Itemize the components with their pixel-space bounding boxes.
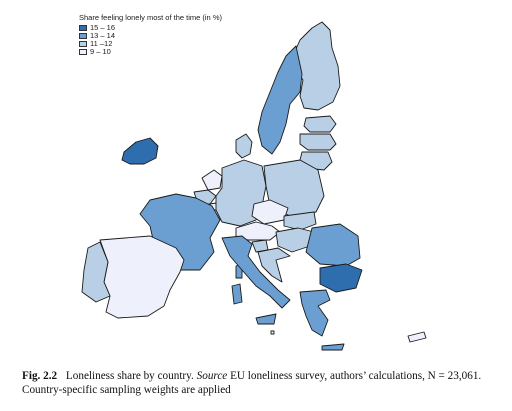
country-finland	[291, 21, 341, 111]
country-italy	[221, 235, 291, 309]
country-bulgaria	[319, 263, 363, 293]
legend-item-label: 9 – 10	[90, 47, 111, 56]
map-legend: Share feeling lonely most of the time (i…	[79, 14, 222, 56]
country-slovakia	[283, 211, 317, 231]
country-netherlands	[201, 169, 223, 191]
country-romania	[305, 223, 361, 267]
caption-text: Loneliness share by country.	[65, 370, 194, 382]
legend-item: 9 – 10	[79, 48, 222, 56]
country-cyprus	[407, 331, 427, 343]
figure-caption: Fig. 2.2 Loneliness share by country. So…	[22, 369, 500, 397]
legend-item: 11 –12	[79, 40, 222, 48]
country-greece-crete	[321, 343, 345, 351]
country-sweden	[257, 45, 303, 155]
country-denmark	[235, 133, 253, 159]
legend-item: 15 – 16	[79, 24, 222, 32]
caption-source-text: EU loneliness survey, authors’ calculati…	[22, 370, 482, 396]
figure-label: Fig. 2.2	[22, 370, 58, 382]
country-portugal	[81, 241, 111, 303]
country-malta	[270, 330, 275, 335]
country-latvia	[299, 133, 337, 151]
country-ireland	[121, 137, 159, 165]
legend-swatch	[79, 33, 87, 39]
legend-swatch	[79, 41, 87, 47]
legend-item-label: 15 – 16	[90, 23, 116, 32]
country-italy-sicily	[255, 313, 277, 325]
legend-item: 13 – 14	[79, 32, 222, 40]
legend-title: Share feeling lonely most of the time (i…	[79, 13, 222, 22]
country-greece	[299, 289, 331, 337]
country-croatia	[257, 247, 291, 283]
country-poland	[263, 159, 325, 217]
legend-swatch	[79, 49, 87, 55]
eu-choropleth-map	[81, 21, 427, 351]
country-spain	[99, 235, 185, 319]
legend-item-label: 11 –12	[90, 39, 113, 48]
country-italy-sardinia	[231, 283, 243, 305]
legend-item-label: 13 – 14	[90, 31, 116, 40]
caption-source-word: Source	[196, 370, 228, 382]
country-estonia	[303, 115, 337, 133]
legend-swatch	[79, 25, 87, 31]
